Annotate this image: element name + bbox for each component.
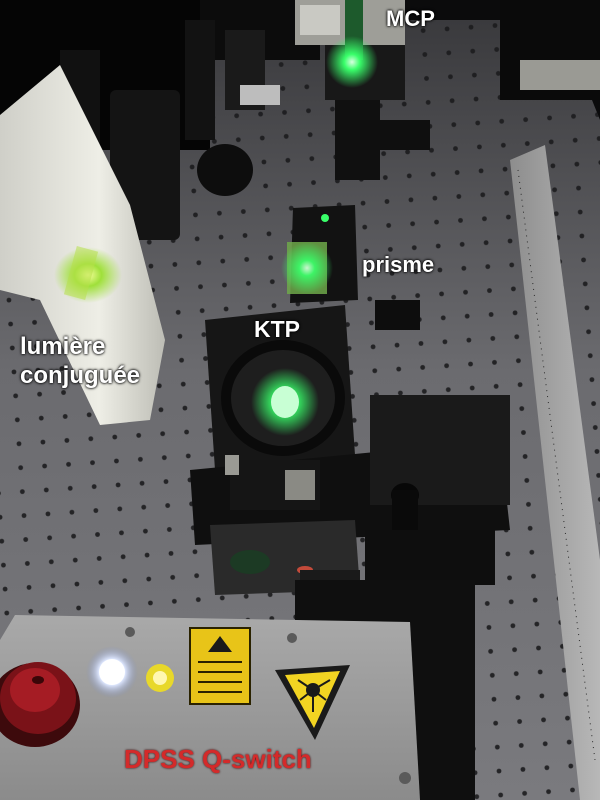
laser-warning-icon — [275, 665, 350, 740]
label-lumiere-conjuguee: lumière conjuguée — [20, 332, 140, 390]
label-dpss-qswitch: DPSS Q-switch — [124, 744, 312, 774]
label-mcp: MCP — [386, 6, 435, 31]
warning-sticker-icon — [189, 627, 251, 705]
label-lumiere-line1: lumière — [20, 333, 106, 360]
label-prisme: prisme — [362, 252, 435, 277]
label-lumiere-line2: conjuguée — [20, 362, 141, 389]
label-ktp: KTP — [254, 316, 300, 342]
